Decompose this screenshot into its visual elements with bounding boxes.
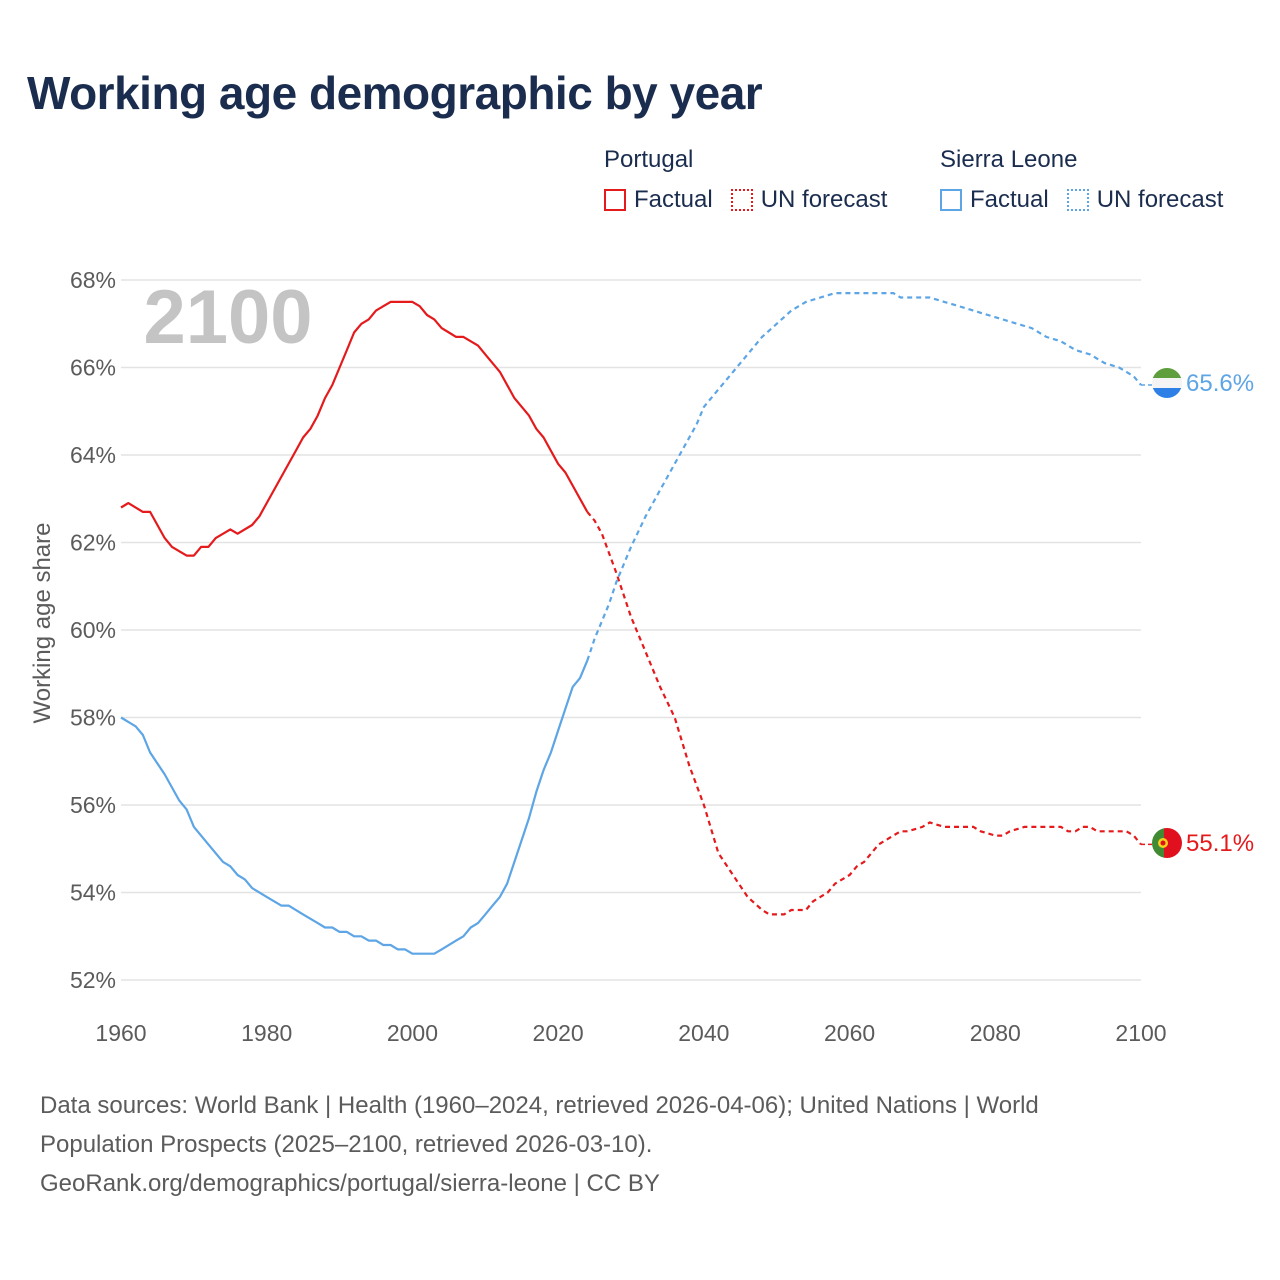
legend-item-portugal-factual[interactable]: Factual (604, 186, 713, 214)
legend-item-sierra-leone-factual[interactable]: Factual (940, 186, 1049, 214)
y-tick-label: 62% (70, 530, 116, 556)
y-tick-label: 58% (70, 705, 116, 731)
year-watermark: 2100 (143, 275, 312, 360)
y-tick-label: 64% (70, 442, 116, 468)
data-sources-footer: Data sources: World Bank | Health (1960–… (40, 1086, 1220, 1203)
x-tick-label: 2040 (678, 1020, 729, 1046)
footer-line: Population Prospects (2025–2100, retriev… (40, 1131, 653, 1158)
legend-label: UN forecast (760, 186, 888, 213)
y-axis-ticks: 52% 54% 56% 58% 60% 62% 64% 66% 68% (70, 267, 116, 993)
legend-swatch-solid (604, 189, 626, 211)
sierra-leone-flag-icon (1152, 368, 1182, 398)
x-axis-ticks: 1960 1980 2000 2020 2040 2060 2080 2100 (95, 1020, 1166, 1046)
legend-swatch-solid (940, 189, 962, 211)
portugal-factual-line (120, 300, 589, 557)
legend-label: UN forecast (1096, 186, 1224, 213)
x-tick-label: 1980 (241, 1020, 292, 1046)
series-lines (120, 292, 1152, 955)
legend-group-portugal: Portugal Factual UN forecast (604, 144, 905, 214)
y-tick-label: 60% (70, 617, 116, 643)
gridlines (121, 279, 1141, 981)
portugal-end-label: 55.1% (1186, 830, 1254, 857)
y-tick-label: 52% (70, 967, 116, 993)
y-tick-label: 68% (70, 267, 116, 293)
chart-title: Working age demographic by year (27, 67, 763, 119)
legend-group-name: Portugal (604, 146, 694, 173)
legend-item-portugal-forecast[interactable]: UN forecast (730, 186, 888, 214)
y-axis-label: Working age share (29, 523, 56, 724)
y-tick-label: 66% (70, 355, 116, 381)
footer-line: Data sources: World Bank | Health (1960–… (40, 1092, 1039, 1119)
legend-swatch-dotted (730, 189, 753, 211)
legend-swatch-dotted (1066, 189, 1089, 211)
sierra-leone-forecast-line (586, 292, 1142, 661)
x-tick-label: 2020 (533, 1020, 584, 1046)
legend-label: Factual (970, 186, 1049, 213)
x-tick-label: 2100 (1115, 1020, 1166, 1046)
legend-item-sierra-leone-forecast[interactable]: UN forecast (1066, 186, 1224, 214)
portugal-forecast-line (586, 511, 1142, 916)
legend-group-sierra-leone: Sierra Leone Factual UN forecast (940, 144, 1241, 214)
footer-line: GeoRank.org/demographics/portugal/sierra… (40, 1170, 660, 1197)
y-tick-label: 56% (70, 792, 116, 818)
y-tick-label: 54% (70, 880, 116, 906)
sierra-leone-factual-line (120, 660, 589, 955)
legend-label: Factual (634, 186, 713, 213)
x-tick-label: 2000 (387, 1020, 438, 1046)
line-chart: 2100 52% 54% 56% 58% 60% 62% 64% 66% 68% 1960 198… (29, 267, 1254, 1046)
portugal-flag-icon (1152, 828, 1182, 858)
sierra-leone-end-label: 65.6% (1186, 370, 1254, 397)
x-tick-label: 2080 (970, 1020, 1021, 1046)
legend-group-name: Sierra Leone (940, 146, 1078, 173)
x-tick-label: 2060 (824, 1020, 875, 1046)
x-tick-label: 1960 (95, 1020, 146, 1046)
